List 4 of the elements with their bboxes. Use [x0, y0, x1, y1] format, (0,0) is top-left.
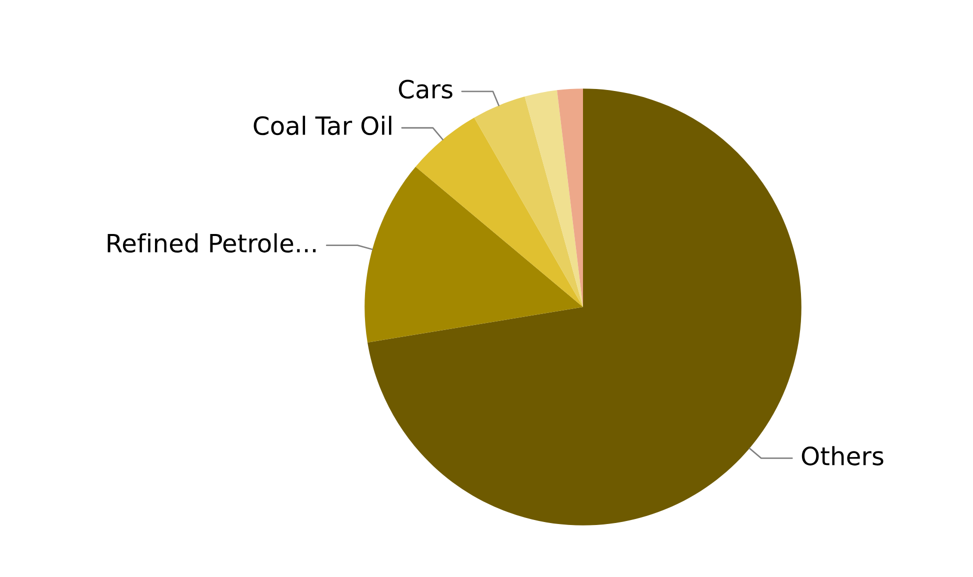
slice-label: Others	[802, 446, 884, 466]
slice-label: Refined Petrole...	[108, 233, 316, 253]
slice-label: Coal Tar Oil	[254, 116, 392, 136]
slice-label: Cars	[398, 80, 452, 99]
